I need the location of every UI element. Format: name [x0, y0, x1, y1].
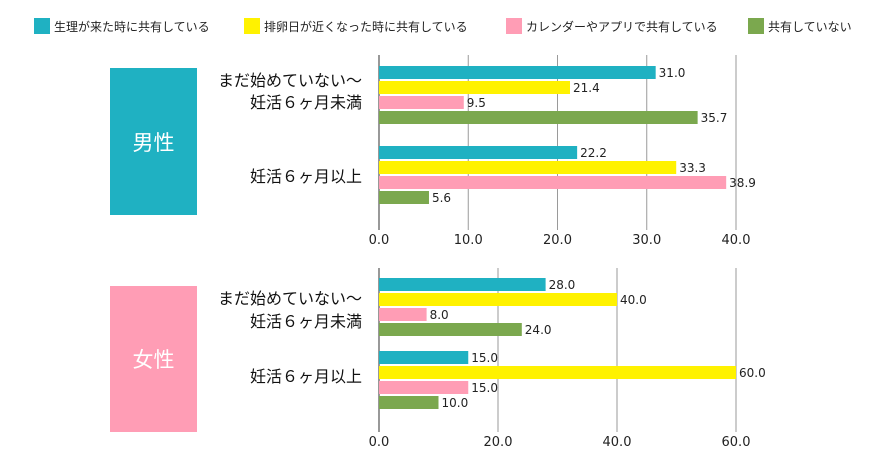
category-label: まだ始めていない〜	[218, 71, 362, 90]
data-label: 40.0	[620, 293, 647, 307]
legend-label: 排卵日が近くなった時に共有している	[264, 19, 468, 34]
female-label-text: 女性	[132, 348, 175, 372]
legend-label: 共有していない	[768, 19, 852, 34]
x-tick-label: 10.0	[454, 233, 483, 248]
bar	[379, 96, 464, 109]
data-label: 28.0	[549, 278, 576, 292]
category-label: まだ始めていない〜	[218, 289, 362, 308]
legend-label: カレンダーやアプリで共有している	[526, 19, 718, 34]
x-tick-label: 0.0	[369, 435, 390, 450]
x-tick-label: 40.0	[603, 435, 632, 450]
legend: 生理が来た時に共有している 排卵日が近くなった時に共有している カレンダーやアプ…	[0, 0, 896, 44]
data-label: 33.3	[679, 161, 706, 175]
bar	[379, 161, 677, 174]
legend-swatch	[34, 18, 50, 34]
data-label: 5.6	[432, 191, 451, 205]
bar	[379, 146, 578, 159]
category-label: 妊活６ヶ月以上	[250, 367, 362, 386]
legend-swatch	[244, 18, 260, 34]
x-tick-label: 20.0	[484, 435, 513, 450]
bar	[379, 366, 736, 379]
category-label: 妊活６ヶ月以上	[250, 167, 362, 186]
bar	[379, 323, 522, 336]
data-label: 38.9	[729, 176, 756, 190]
male-label-text: 男性	[132, 130, 175, 155]
data-label: 22.2	[580, 146, 607, 160]
data-label: 10.0	[442, 396, 469, 410]
bar	[379, 111, 698, 124]
legend-item-calendar-app: カレンダーやアプリで共有している	[506, 18, 718, 34]
bar	[379, 278, 546, 291]
x-tick-label: 60.0	[722, 435, 751, 450]
data-label: 35.7	[701, 111, 728, 125]
bar	[379, 308, 427, 321]
bar	[379, 293, 617, 306]
data-label: 9.5	[467, 96, 486, 110]
legend-swatch	[748, 18, 764, 34]
female-group-label: 女性	[110, 286, 197, 432]
data-label: 31.0	[659, 66, 686, 80]
data-label: 8.0	[430, 308, 449, 322]
legend-item-ovulation: 排卵日が近くなった時に共有している	[244, 18, 468, 34]
male-group-label: 男性	[110, 68, 197, 215]
bar	[379, 81, 570, 94]
x-tick-label: 30.0	[632, 233, 661, 248]
data-label: 21.4	[573, 81, 600, 95]
x-tick-label: 20.0	[543, 233, 572, 248]
legend-item-menstruation: 生理が来た時に共有している	[34, 18, 210, 34]
legend-item-not-shared: 共有していない	[748, 18, 852, 34]
data-label: 15.0	[471, 381, 498, 395]
bar	[379, 396, 439, 409]
x-tick-label: 0.0	[369, 233, 390, 248]
legend-label: 生理が来た時に共有している	[54, 19, 210, 34]
data-label: 60.0	[739, 366, 766, 380]
x-tick-label: 40.0	[722, 233, 751, 248]
data-label: 15.0	[471, 351, 498, 365]
category-label: 妊活６ヶ月未満	[250, 312, 362, 331]
legend-swatch	[506, 18, 522, 34]
bar	[379, 351, 469, 364]
bar	[379, 176, 727, 189]
category-label: 妊活６ヶ月未満	[250, 93, 362, 112]
bar	[379, 191, 429, 204]
data-label: 24.0	[525, 323, 552, 337]
bar	[379, 66, 656, 79]
bar	[379, 381, 469, 394]
